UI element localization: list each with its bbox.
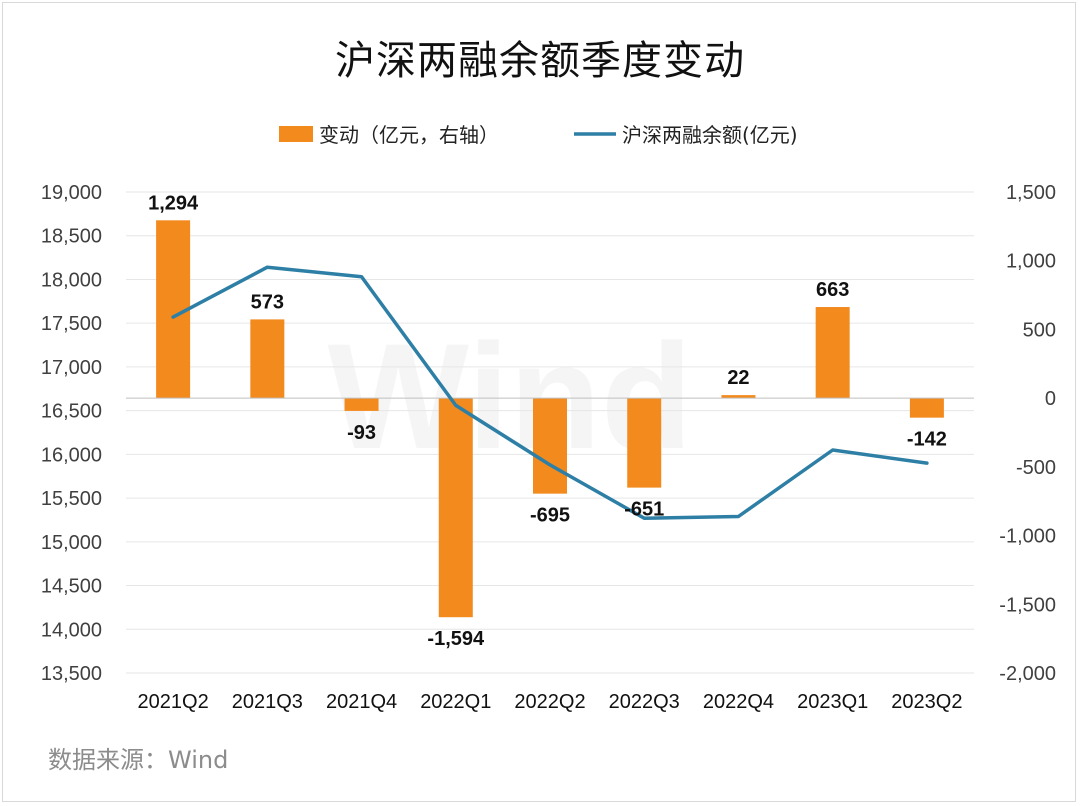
chart-title: 沪深两融余额季度变动	[335, 38, 745, 84]
x-tick-label: 2021Q3	[232, 691, 303, 713]
left-tick-label: 17,000	[41, 357, 102, 379]
left-tick-label: 16,500	[41, 401, 102, 423]
bar-2022Q1	[438, 398, 473, 618]
x-tick-label: 2022Q3	[609, 691, 680, 713]
legend: 变动（亿元，右轴） 沪深两融余额(亿元)	[279, 123, 798, 147]
x-axis: 2021Q2 2021Q3 2021Q4 2022Q1 2022Q2 2022Q3 2022…	[138, 691, 963, 713]
bar-value-label: -651	[624, 499, 664, 521]
bar-value-label: 1,294	[148, 192, 199, 214]
bar-value-label: 663	[816, 279, 849, 301]
right-tick-label: -500	[1016, 457, 1056, 479]
bar-value-label: 22	[727, 367, 749, 389]
x-tick-label: 2022Q1	[420, 691, 491, 713]
balance-line	[171, 265, 929, 520]
bar-2022Q3	[627, 398, 662, 488]
right-tick-label: -1,500	[999, 594, 1056, 616]
right-tick-label: 500	[1023, 319, 1056, 341]
x-tick-label: 2023Q2	[891, 691, 962, 713]
left-tick-label: 15,000	[41, 532, 102, 554]
left-axis: 13,500 14,000 14,500 15,000 15,500 16,000 16,5…	[41, 182, 102, 685]
left-tick-label: 13,500	[41, 663, 102, 685]
bar-2021Q3	[250, 319, 285, 399]
x-tick-label: 2023Q1	[797, 691, 868, 713]
x-tick-label: 2022Q4	[703, 691, 774, 713]
right-tick-label: 1,500	[1006, 182, 1056, 204]
bar-value-label: 573	[251, 291, 284, 313]
legend-bar-label: 变动（亿元，右轴）	[319, 123, 499, 147]
legend-bar-swatch	[279, 126, 313, 142]
bar-2023Q1	[815, 307, 850, 399]
bar-2021Q4	[344, 398, 379, 411]
right-tick-label: 1,000	[1006, 251, 1056, 273]
bar-2022Q2	[533, 398, 567, 494]
left-tick-label: 19,000	[41, 182, 102, 204]
bar-value-label: -695	[530, 505, 570, 527]
legend-line-label: 沪深两融余额(亿元)	[622, 123, 798, 147]
data-source: 数据来源：Wind	[48, 746, 229, 774]
bar-data-labels: 1,294 573 -93 -1,594 -695 -651 22 663 -142	[148, 192, 947, 650]
right-tick-label: 0	[1045, 388, 1056, 410]
bar-value-label: -93	[347, 422, 376, 444]
left-tick-label: 18,000	[41, 269, 102, 291]
right-tick-label: -1,000	[999, 526, 1056, 548]
bar-2022Q4	[721, 395, 756, 399]
bar-value-label: -1,594	[427, 628, 485, 650]
left-tick-label: 18,500	[41, 226, 102, 248]
left-tick-label: 14,500	[41, 576, 102, 598]
bar-series	[156, 220, 944, 618]
left-tick-label: 14,000	[41, 619, 102, 641]
x-tick-label: 2022Q2	[514, 691, 585, 713]
x-tick-label: 2021Q2	[138, 691, 209, 713]
bar-value-label: -142	[907, 429, 947, 451]
x-tick-label: 2021Q4	[326, 691, 397, 713]
right-axis: -2,000 -1,500 -1,000 -500 0 500 1,000 1,500	[999, 182, 1056, 685]
left-tick-label: 17,500	[41, 313, 102, 335]
right-tick-label: -2,000	[999, 663, 1056, 685]
left-tick-label: 16,000	[41, 444, 102, 466]
bar-2023Q2	[909, 398, 944, 418]
left-tick-label: 15,500	[41, 488, 102, 510]
